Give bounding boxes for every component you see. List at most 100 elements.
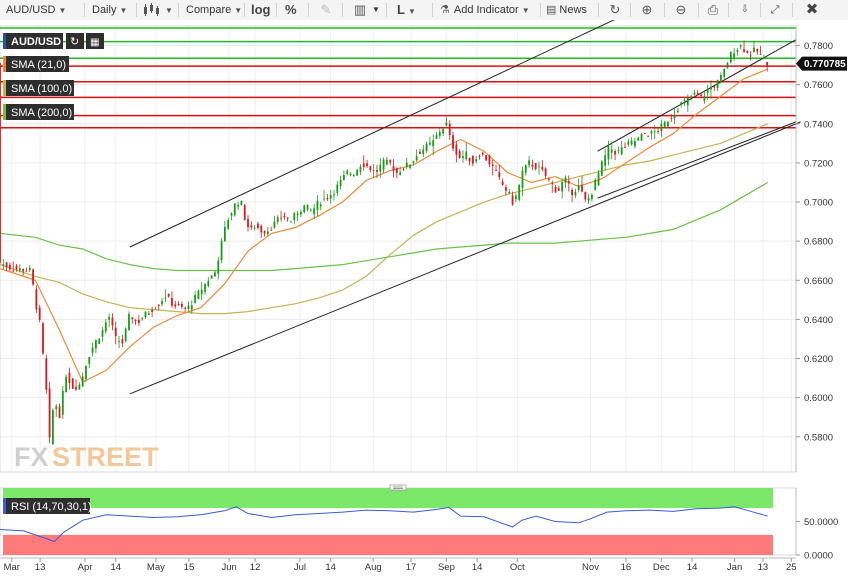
refresh-icon: ↻ (70, 36, 79, 48)
candle-up (210, 275, 213, 279)
interval-label: Daily (92, 4, 117, 16)
candle-down (557, 188, 560, 191)
legend-sma100-box[interactable] (6, 80, 74, 96)
candle-down (171, 298, 173, 306)
rsi-oversold-zone (3, 534, 773, 555)
candle-up (372, 170, 375, 171)
symbol-label: AUD/USD (6, 4, 56, 16)
log-scale-button[interactable]: log (251, 2, 271, 17)
toolbar-divider (136, 3, 137, 17)
png-download-icon[interactable]: ⇩ (740, 4, 750, 15)
candle-up (94, 339, 97, 349)
zoom-in-icon[interactable]: ⊕ (641, 2, 653, 17)
print-icon[interactable]: ⎙ (707, 2, 719, 17)
candle-up (300, 211, 302, 215)
candle-up (316, 200, 319, 210)
fullscreen-icon[interactable]: ⤢ (770, 4, 780, 16)
candle-up (607, 146, 610, 160)
chevron-down-icon[interactable]: ▼ (372, 5, 380, 14)
candle-up (329, 194, 332, 199)
bars-icon[interactable]: ▥ (353, 2, 367, 17)
candle-up (415, 156, 418, 161)
candle-down (250, 225, 253, 228)
legend-sma200-box[interactable] (6, 104, 74, 120)
close-icon[interactable]: ✖ (805, 1, 819, 18)
candle-up (237, 205, 239, 207)
grid (0, 25, 797, 555)
price-tick-label: 0.5800 (804, 432, 833, 443)
candle-up (591, 194, 593, 200)
zoom-out-icon[interactable]: ⊖ (675, 2, 687, 17)
panel-resize-handle[interactable] (389, 484, 407, 491)
candle-up (663, 121, 666, 128)
candle-up (412, 161, 415, 163)
candle-down (759, 54, 762, 55)
candle-up (200, 289, 203, 295)
legend-symbol: AUD/USD (11, 36, 61, 48)
candle-down (541, 166, 544, 170)
candle-up (710, 86, 712, 90)
rsi-tick-label: 0.0000 (804, 551, 833, 562)
candle-down (22, 269, 25, 272)
add-indicator-button[interactable]: ⚗ Add Indicator ▼ (440, 0, 530, 20)
newspaper-icon: ▤ (546, 4, 557, 16)
candle-down (111, 317, 114, 326)
time-tick-label: 14 (687, 562, 698, 573)
drawing-tool-icon[interactable]: ✎ (320, 2, 332, 17)
toolbar-divider (386, 3, 387, 17)
candle-up (220, 240, 223, 261)
candle-up (276, 217, 279, 222)
candle-down (554, 187, 557, 193)
candle-up (518, 184, 521, 200)
candle-up (207, 281, 210, 286)
toolbar-divider (664, 3, 665, 17)
line-mode-button[interactable]: L ▼ (397, 0, 416, 20)
candle-up (306, 204, 309, 210)
news-button[interactable]: ▤ News (546, 0, 587, 20)
candle-down (362, 163, 365, 168)
candle-down (71, 378, 74, 389)
candle-down (247, 218, 249, 228)
legend: AUD/USD ↻ ▦ SMA (21,0) SMA (100,0) SMA (… (3, 33, 104, 514)
candle-down (452, 135, 454, 149)
legend-settings-button[interactable] (86, 33, 104, 49)
candle-up (445, 122, 448, 126)
legend-refresh-button[interactable] (66, 33, 84, 49)
legend-sma100: SMA (100,0) (11, 83, 72, 95)
candle-up (428, 142, 431, 145)
candle-down (713, 86, 716, 88)
candle-down (581, 184, 583, 192)
candle-down (15, 265, 18, 270)
candle-down (280, 217, 282, 219)
refresh-icon[interactable]: ↻ (609, 2, 621, 17)
candle-down (389, 160, 392, 163)
candle-down (670, 117, 673, 119)
candle-up (78, 384, 81, 390)
candle-up (336, 184, 339, 193)
candle-up (640, 133, 643, 141)
candle-up (409, 164, 411, 168)
legend-sma21-box[interactable] (6, 56, 69, 72)
candle-up (634, 141, 636, 147)
legend-sma21-marker (3, 56, 6, 72)
legend-rsi-box[interactable] (6, 498, 90, 514)
legend-sma21: SMA (21,0) (11, 59, 66, 71)
candle-up (141, 318, 144, 320)
candle-down (157, 304, 160, 306)
candle-up (217, 260, 220, 274)
candle-down (471, 155, 474, 164)
candle-down (511, 195, 514, 205)
candle-up (673, 114, 676, 119)
time-tick-label: Sep (438, 562, 455, 573)
candle-up (379, 164, 382, 172)
toolbar-divider (342, 3, 343, 17)
chart-type-selector[interactable]: ▼ (142, 0, 173, 20)
symbol-selector[interactable]: AUD/USD ▼ (6, 0, 66, 20)
compare-button[interactable]: Compare ▼ (186, 0, 242, 20)
candle-up (690, 96, 693, 98)
candle-up (723, 69, 726, 77)
legend-symbol-box[interactable] (6, 33, 63, 49)
candle-up (733, 53, 736, 58)
interval-selector[interactable]: Daily ▼ (92, 0, 127, 20)
percent-scale-button[interactable]: % (285, 2, 297, 17)
